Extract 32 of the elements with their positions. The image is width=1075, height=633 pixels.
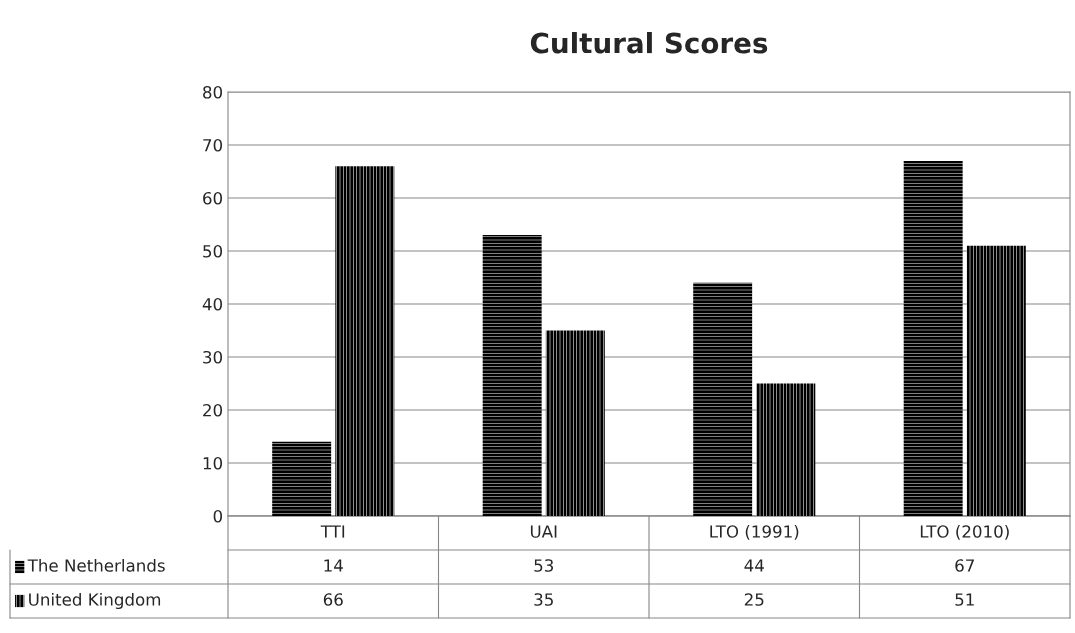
bar	[482, 235, 542, 516]
y-tick-label: 50	[203, 244, 223, 258]
data-label: 67	[955, 559, 974, 572]
y-tick-label: 30	[203, 350, 223, 364]
x-tick-label: LTO (2010)	[920, 524, 1009, 540]
bar	[272, 441, 332, 516]
legend-label: United Kingdom	[29, 592, 161, 610]
data-label: 44	[744, 559, 764, 572]
x-tick-label: TTI	[320, 525, 345, 538]
bar	[966, 245, 1026, 516]
x-tick-label: UAI	[530, 525, 557, 538]
bar	[756, 383, 816, 516]
data-label: 53	[534, 559, 554, 572]
bar	[335, 166, 395, 516]
x-tick-label: LTO (1991)	[710, 524, 799, 540]
y-tick-label: 80	[203, 85, 223, 99]
bar	[903, 160, 963, 516]
legend-label: The Netherlands	[27, 558, 165, 572]
chart-title: Cultural Scores	[530, 32, 768, 54]
data-label: 66	[323, 593, 343, 606]
data-label: 14	[324, 559, 343, 572]
data-label: 51	[955, 593, 974, 606]
bar	[545, 330, 605, 516]
data-label: 25	[744, 593, 764, 606]
data-label: 35	[534, 593, 553, 606]
bar	[693, 282, 753, 516]
y-tick-label: 70	[203, 138, 223, 152]
y-tick-label: 10	[203, 456, 223, 470]
y-tick-label: 60	[203, 191, 223, 205]
y-tick-label: 0	[213, 509, 223, 523]
y-tick-label: 20	[203, 403, 223, 417]
y-tick-label: 40	[202, 297, 223, 311]
